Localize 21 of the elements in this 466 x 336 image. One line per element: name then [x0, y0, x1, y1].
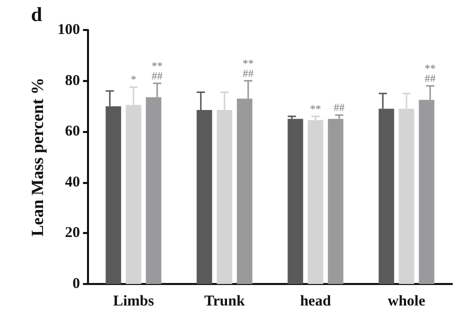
- annotation: *: [130, 74, 136, 86]
- y-tick-label: 0: [72, 276, 80, 292]
- annotation: **: [310, 103, 321, 116]
- annotation: ** ##: [152, 60, 164, 82]
- x-tick-label: head: [300, 294, 332, 310]
- x-tick-label: whole: [388, 294, 426, 310]
- y-tick-label: 80: [65, 72, 80, 89]
- y-tick-label: 100: [58, 22, 80, 38]
- y-axis-title: Lean Mass percent %: [28, 78, 47, 236]
- x-tick-label: Limbs: [113, 294, 154, 310]
- y-tick-label: 40: [65, 174, 80, 190]
- chart-title: d: [31, 4, 42, 26]
- bar: [328, 118, 344, 284]
- x-tick-label: Trunk: [204, 294, 246, 310]
- annotation: ** ##: [242, 58, 254, 80]
- annotation: ** ##: [424, 62, 436, 85]
- bar: [308, 120, 324, 284]
- annotation: ##: [334, 102, 346, 114]
- y-tick-label: 20: [65, 225, 80, 242]
- bar: [288, 118, 304, 284]
- y-tick-label: 60: [65, 124, 80, 140]
